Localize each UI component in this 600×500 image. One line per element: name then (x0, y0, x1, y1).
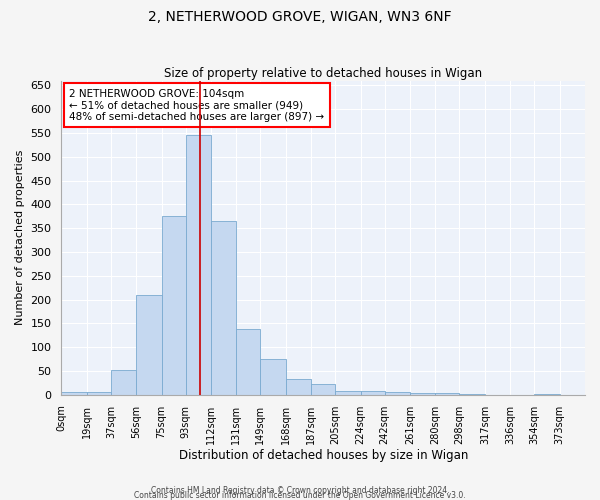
Bar (361, 391, 385, 395)
Bar (87, 392, 111, 395)
Bar (236, 329, 260, 395)
X-axis label: Distribution of detached houses by size in Wigan: Distribution of detached houses by size … (179, 450, 468, 462)
Title: Size of property relative to detached houses in Wigan: Size of property relative to detached ho… (164, 66, 482, 80)
Bar (211, 221, 236, 395)
Bar (311, 384, 335, 395)
Bar (286, 379, 311, 395)
Bar (161, 216, 185, 395)
Bar (136, 295, 161, 395)
Bar (385, 392, 410, 395)
Bar (111, 370, 136, 395)
Y-axis label: Number of detached properties: Number of detached properties (15, 150, 25, 326)
Text: 2 NETHERWOOD GROVE: 104sqm
← 51% of detached houses are smaller (949)
48% of sem: 2 NETHERWOOD GROVE: 104sqm ← 51% of deta… (69, 88, 325, 122)
Bar (436, 394, 460, 395)
Bar (61, 392, 87, 395)
Bar (185, 136, 211, 395)
Text: 2, NETHERWOOD GROVE, WIGAN, WN3 6NF: 2, NETHERWOOD GROVE, WIGAN, WN3 6NF (148, 10, 452, 24)
Bar (410, 394, 436, 395)
Text: Contains HM Land Registry data © Crown copyright and database right 2024.: Contains HM Land Registry data © Crown c… (151, 486, 449, 495)
Bar (260, 359, 286, 395)
Bar (534, 394, 560, 395)
Bar (335, 391, 361, 395)
Text: Contains public sector information licensed under the Open Government Licence v3: Contains public sector information licen… (134, 491, 466, 500)
Bar (460, 394, 485, 395)
